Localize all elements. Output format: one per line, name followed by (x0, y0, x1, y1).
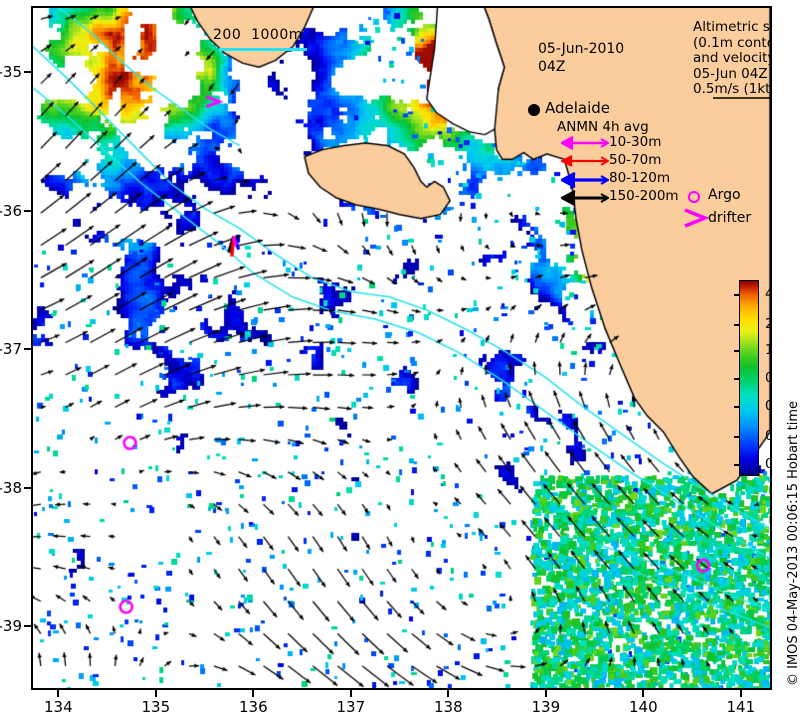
colorbar-tick-4: 0.25 (765, 398, 770, 414)
y-tick-label--35: -35 (0, 63, 22, 82)
y-tick-label--37: -37 (0, 340, 22, 359)
anmn-arrow-50-70m (561, 155, 609, 167)
y-tick-label--39: -39 (0, 617, 22, 636)
x-tick-140 (642, 690, 645, 697)
anmn-arrow-80-120m (561, 172, 609, 188)
drifter-legend-label: drifter (708, 210, 752, 226)
x-tick-label-137: 137 (336, 698, 366, 716)
y-tick--35 (24, 71, 31, 74)
velocity-scale-arrow (713, 97, 770, 99)
x-tick-label-141: 141 (726, 698, 756, 716)
x-tick-label-134: 134 (43, 698, 73, 716)
bathymetry-scale-label: 200 1000m (213, 27, 303, 43)
x-tick-label-136: 136 (238, 698, 268, 716)
colorbar-tick-3: 0.5 (765, 370, 770, 386)
x-tick-label-135: 135 (141, 698, 171, 716)
colorbar-tick-1: 2 (765, 316, 770, 332)
anmn-label-150-200m: 150-200m (609, 188, 679, 204)
colorbar: 4 2 1 0.5 0.25 0.1 0.05 (734, 280, 770, 476)
anmn-label-80-120m: 80-120m (609, 170, 670, 186)
anmn-arrow-150-200m (561, 190, 609, 206)
anmn-arrow-10-30m (561, 136, 609, 150)
altimetric-note: Altimetric sealevel (0.1m contours) and … (693, 19, 772, 97)
y-tick-label--38: -38 (0, 478, 22, 497)
colorbar-tick-0: 4 (765, 286, 770, 302)
anmn-label-10-30m: 10-30m (609, 134, 662, 150)
y-tick-label--36: -36 (0, 201, 22, 220)
x-tick-138 (447, 690, 450, 697)
argo-legend-icon (688, 191, 700, 203)
y-tick--38 (24, 486, 31, 489)
colorbar-tick-5: 0.1 (765, 428, 770, 444)
y-tick--39 (24, 625, 31, 628)
colorbar-tick-2: 1 (765, 342, 770, 358)
map-plot-area[interactable]: 200 1000m 05-Jun-2010 04Z Altimetric sea… (31, 6, 772, 690)
x-tick-141 (739, 690, 742, 697)
drifter-legend-icon (684, 208, 709, 228)
anmn-label-50-70m: 50-70m (609, 152, 662, 168)
x-tick-label-138: 138 (433, 698, 463, 716)
x-tick-label-140: 140 (628, 698, 658, 716)
colorbar-gradient (739, 280, 759, 476)
x-tick-135 (154, 690, 157, 697)
anmn-legend-title: ANMN 4h avg (557, 119, 649, 135)
copyright-text: © IMOS 04-May-2013 00:06:15 Hobart time (786, 401, 800, 686)
adelaide-marker (528, 104, 540, 116)
x-tick-139 (544, 690, 547, 697)
adelaide-label: Adelaide (545, 99, 611, 117)
x-tick-134 (57, 690, 60, 697)
y-tick--36 (24, 209, 31, 212)
x-tick-137 (349, 690, 352, 697)
x-tick-label-139: 139 (531, 698, 561, 716)
x-tick-136 (252, 690, 255, 697)
map-raster-canvas (33, 8, 770, 688)
bathymetry-scale-line (219, 48, 307, 51)
y-tick--37 (24, 348, 31, 351)
argo-legend-label: Argo (708, 187, 741, 203)
colorbar-tick-6: 0.05 (765, 456, 770, 472)
date-label: 05-Jun-2010 04Z (538, 41, 625, 75)
